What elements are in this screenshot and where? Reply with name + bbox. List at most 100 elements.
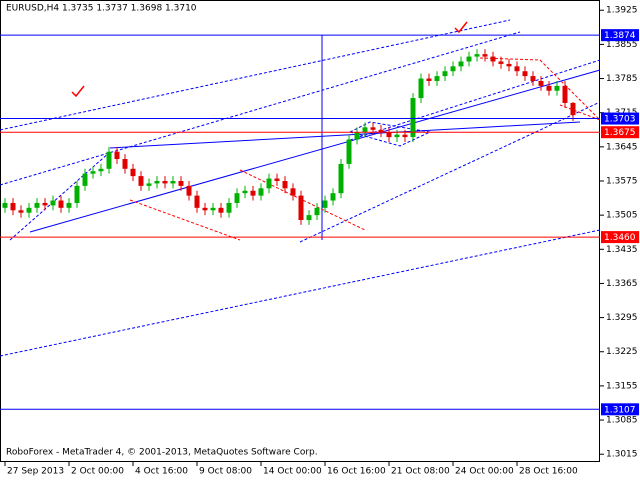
x-tick-label: 28 Oct 16:00 [519,467,578,477]
candle-body [362,127,368,133]
y-tick-label: 1.3015 [606,450,638,460]
level-label: 1.3460 [604,233,636,243]
check-mark [454,21,468,34]
candle-body [482,54,488,57]
candle-body [178,180,184,186]
candle-body [434,76,440,81]
candle-body [490,56,496,62]
candle-body [538,80,544,86]
candle-body [346,139,352,164]
candle-body [378,129,384,133]
candle-body [122,159,128,169]
level-label-box [601,29,639,42]
correction-line [239,169,366,231]
y-tick-label: 1.3575 [606,176,638,186]
y-tick-label: 1.3085 [606,416,638,426]
candle-body [162,180,168,184]
candle-body [274,178,280,181]
candle-body [194,195,200,208]
candle-body [266,178,272,189]
candle-body [82,173,88,186]
channel-line [0,19,511,131]
candle-body [234,193,240,203]
candle-body [498,61,504,64]
candle-body [386,132,392,138]
x-tick-label: 14 Oct 00:00 [263,467,322,477]
check-mark [71,85,85,98]
y-tick-label: 1.3295 [606,313,638,323]
candle-body [306,215,312,221]
candle-body [514,66,520,72]
candle-body [202,207,208,211]
candle-body [106,151,112,169]
candle-body [186,185,192,196]
candle-body [218,207,224,213]
y-tick-label: 1.3855 [606,40,638,50]
candle-body [314,207,320,216]
candle-body [522,71,528,77]
y-tick-label: 1.3365 [606,279,638,289]
candle-body [554,85,560,91]
channel-line [0,229,601,357]
candle-body [74,185,80,203]
candle-body [338,163,344,194]
candle-body [42,202,48,206]
candle-body [130,168,136,177]
level-label-box [601,112,639,125]
candle-body [66,202,72,208]
candle-body [10,202,16,211]
y-tick-label: 1.3435 [606,245,638,255]
candle-body [26,207,32,213]
candle-body [138,176,144,186]
candle-body [210,207,216,211]
candle-body [18,210,24,213]
candle-body [34,202,40,208]
candle-body [402,134,408,138]
level-label-box [601,231,639,244]
candle-body [258,188,264,196]
candle-body [330,193,336,201]
candle-body [322,200,328,208]
candle-body [418,78,424,99]
y-tick-label: 1.3505 [606,211,638,221]
candle-body [282,180,288,189]
candle-body [506,63,512,67]
candle-body [98,168,104,172]
level-label: 1.3107 [604,405,636,415]
candle-body [298,195,304,221]
channel-line [0,31,521,186]
candle-body [90,171,96,174]
x-tick-label: 9 Oct 08:00 [199,467,252,477]
x-tick-label: 27 Sep 2013 [7,467,64,477]
candle-body [466,56,472,62]
candle-body [394,134,400,138]
candle-body [370,127,376,130]
trend-line [109,121,581,149]
candle-body [250,190,256,196]
candle-body [562,85,568,103]
y-tick-label: 1.3155 [606,381,638,391]
candle-body [242,190,248,194]
channel-line [299,101,601,243]
level-label: 1.3703 [604,115,636,125]
x-tick-label: 24 Oct 00:00 [455,467,514,477]
candle-body [2,202,8,208]
trend-line [29,69,601,233]
candle-body [170,180,176,184]
candle-body [290,188,296,196]
x-tick-label: 16 Oct 16:00 [327,467,386,477]
candle-body [530,76,536,81]
candle-body [354,132,360,140]
candle-body [226,202,232,213]
candle-body [146,183,152,186]
candle-body [114,151,120,160]
level-label: 1.3874 [604,31,636,41]
level-label: 1.3675 [604,128,636,138]
level-label-box [601,403,639,416]
channel-line [349,59,601,141]
candle-body [570,102,576,116]
x-tick-label: 4 Oct 16:00 [135,467,188,477]
level-label-box [601,126,639,139]
correction-line [129,199,241,241]
